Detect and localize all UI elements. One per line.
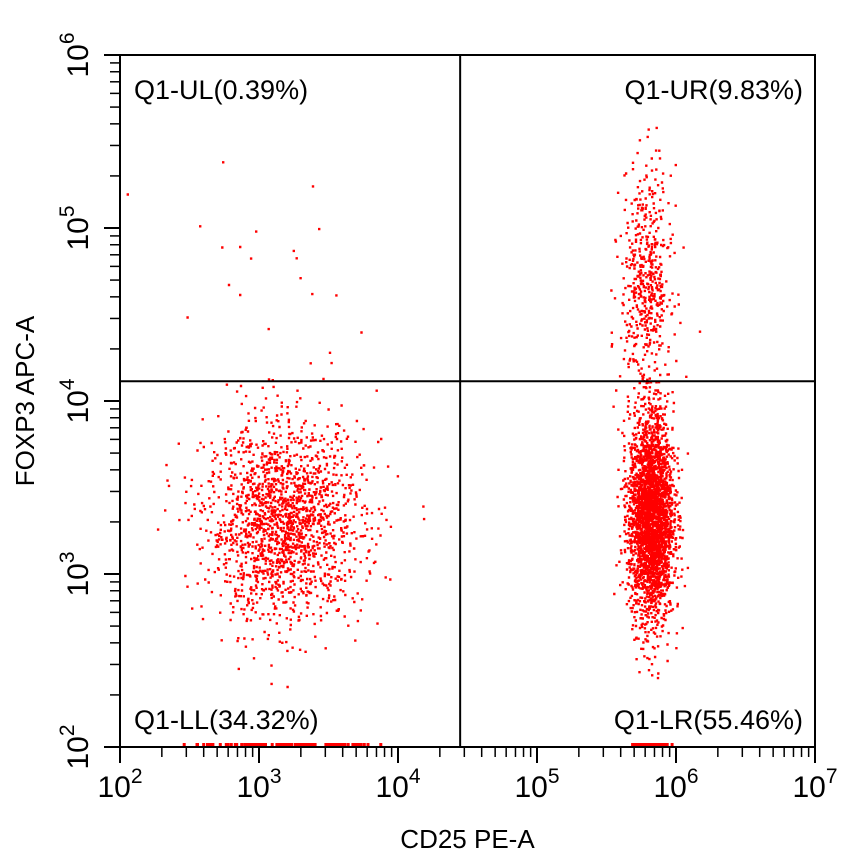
quadrant-gate — [120, 55, 815, 747]
edge-events — [182, 743, 674, 746]
x-tick-base: 10 — [375, 771, 408, 804]
quadrant-labels: Q1-UL(0.39%) Q1-UR(9.83%) Q1-LL(34.32%) Q1-… — [134, 75, 803, 735]
population-3-points — [610, 126, 702, 450]
quadrant-label-ul: Q1-UL(0.39%) — [134, 75, 308, 105]
y-tick-exponent: 6 — [56, 32, 79, 44]
y-tick-label: 106 — [56, 32, 95, 77]
x-tick-exponent: 5 — [548, 765, 560, 788]
y-tick-exponent: 3 — [56, 551, 79, 563]
y-tick-exponent: 2 — [56, 724, 79, 736]
y-axis-title: FOXP3 APC-A — [10, 315, 40, 486]
y-tick-label: 104 — [56, 378, 95, 423]
quadrant-label-ur: Q1-UR(9.83%) — [624, 75, 803, 105]
x-tick-exponent: 3 — [270, 765, 282, 788]
x-tick-exponent: 4 — [409, 765, 421, 788]
x-tick-exponent: 2 — [131, 765, 143, 788]
x-tick-label: 105 — [514, 765, 559, 804]
x-tick-base: 10 — [514, 771, 547, 804]
population-1-points — [156, 361, 426, 689]
y-tick-label: 103 — [56, 551, 95, 596]
x-tick-base: 10 — [97, 771, 130, 804]
y-tick-label: 105 — [56, 205, 95, 250]
population-4-points — [126, 161, 380, 444]
quadrant-label-lr: Q1-LR(55.46%) — [614, 705, 803, 735]
population-2-points — [612, 292, 690, 680]
y-tick-exponent: 4 — [56, 378, 79, 390]
y-tick-exponent: 5 — [56, 205, 79, 217]
y-tick-label: 102 — [56, 724, 95, 769]
y-tick-base: 10 — [62, 44, 95, 77]
plot-frame — [119, 54, 816, 748]
quadrant-label-ll: Q1-LL(34.32%) — [134, 705, 319, 735]
x-tick-base: 10 — [653, 771, 686, 804]
x-tick-label: 106 — [653, 765, 698, 804]
scatter-points — [126, 126, 702, 746]
x-tick-label: 102 — [97, 765, 142, 804]
y-tick-base: 10 — [62, 563, 95, 596]
x-tick-exponent: 7 — [826, 765, 838, 788]
x-tick-base: 10 — [792, 771, 825, 804]
x-tick-label: 107 — [792, 765, 837, 804]
y-tick-base: 10 — [62, 736, 95, 769]
x-tick-label: 103 — [236, 765, 281, 804]
y-tick-base: 10 — [62, 217, 95, 250]
x-tick-label: 104 — [375, 765, 420, 804]
y-tick-base: 10 — [62, 390, 95, 423]
x-tick-base: 10 — [236, 771, 269, 804]
x-tick-exponent: 6 — [687, 765, 699, 788]
x-axis-title: CD25 PE-A — [400, 824, 535, 854]
